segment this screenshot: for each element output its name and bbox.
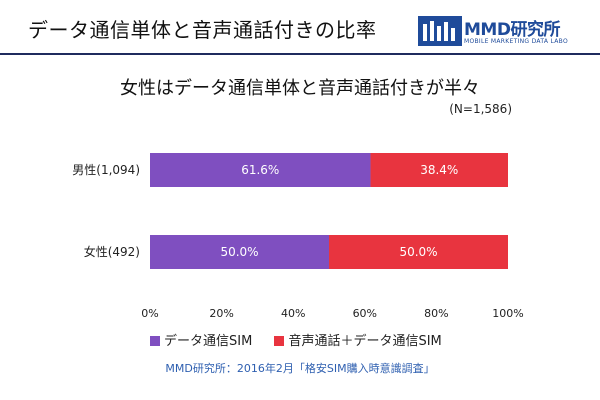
- legend-item-data-sim: データ通信SIM: [150, 330, 252, 349]
- bar-segment-data-sim: [150, 153, 371, 187]
- sample-size-label: (N=1,586): [449, 102, 512, 116]
- source-note: MMD研究所：2016年2月「格安SIM購入時意識調査」: [165, 362, 435, 375]
- data-label: 38.4%: [420, 163, 458, 177]
- brand-logo: MMD研究所 MOBILE MARKETING DATA LABO: [418, 14, 593, 50]
- bar-segment-data-sim: [150, 235, 329, 269]
- slide-title: データ通信単体と音声通話付きの比率: [28, 18, 377, 42]
- x-tick-label: 40%: [281, 307, 305, 320]
- bar-segment-voice-sim: [370, 153, 508, 187]
- mmd-logo-icon: [418, 16, 462, 46]
- data-label: 61.6%: [241, 163, 279, 177]
- data-label: 50.0%: [399, 245, 437, 259]
- logo-name: MMD研究所: [464, 20, 560, 40]
- data-label: 50.0%: [220, 245, 258, 259]
- x-tick-label: 0%: [141, 307, 158, 320]
- chart-subtitle: 女性はデータ通信単体と音声通話付きが半々: [120, 78, 480, 99]
- legend-label-voice-sim: 音声通話＋データ通信SIM: [288, 334, 442, 349]
- category-label: 女性(492): [84, 244, 140, 259]
- legend-swatch-voice-sim: [274, 336, 285, 346]
- x-tick-label: 100%: [492, 307, 523, 320]
- legend-label-data-sim: データ通信SIM: [164, 334, 253, 349]
- logo-subtitle: MOBILE MARKETING DATA LABO: [464, 38, 568, 45]
- x-tick-label: 60%: [353, 307, 377, 320]
- legend-item-voice-sim: 音声通話＋データ通信SIM: [274, 330, 442, 349]
- category-label: 男性(1,094): [72, 163, 140, 177]
- chart-legend: データ通信SIM 音声通話＋データ通信SIM: [150, 330, 460, 349]
- bar-segment-voice-sim: [329, 235, 508, 269]
- title-divider: [0, 53, 600, 55]
- x-tick-label: 80%: [424, 307, 448, 320]
- x-tick-label: 20%: [209, 307, 233, 320]
- legend-swatch-data-sim: [150, 336, 160, 346]
